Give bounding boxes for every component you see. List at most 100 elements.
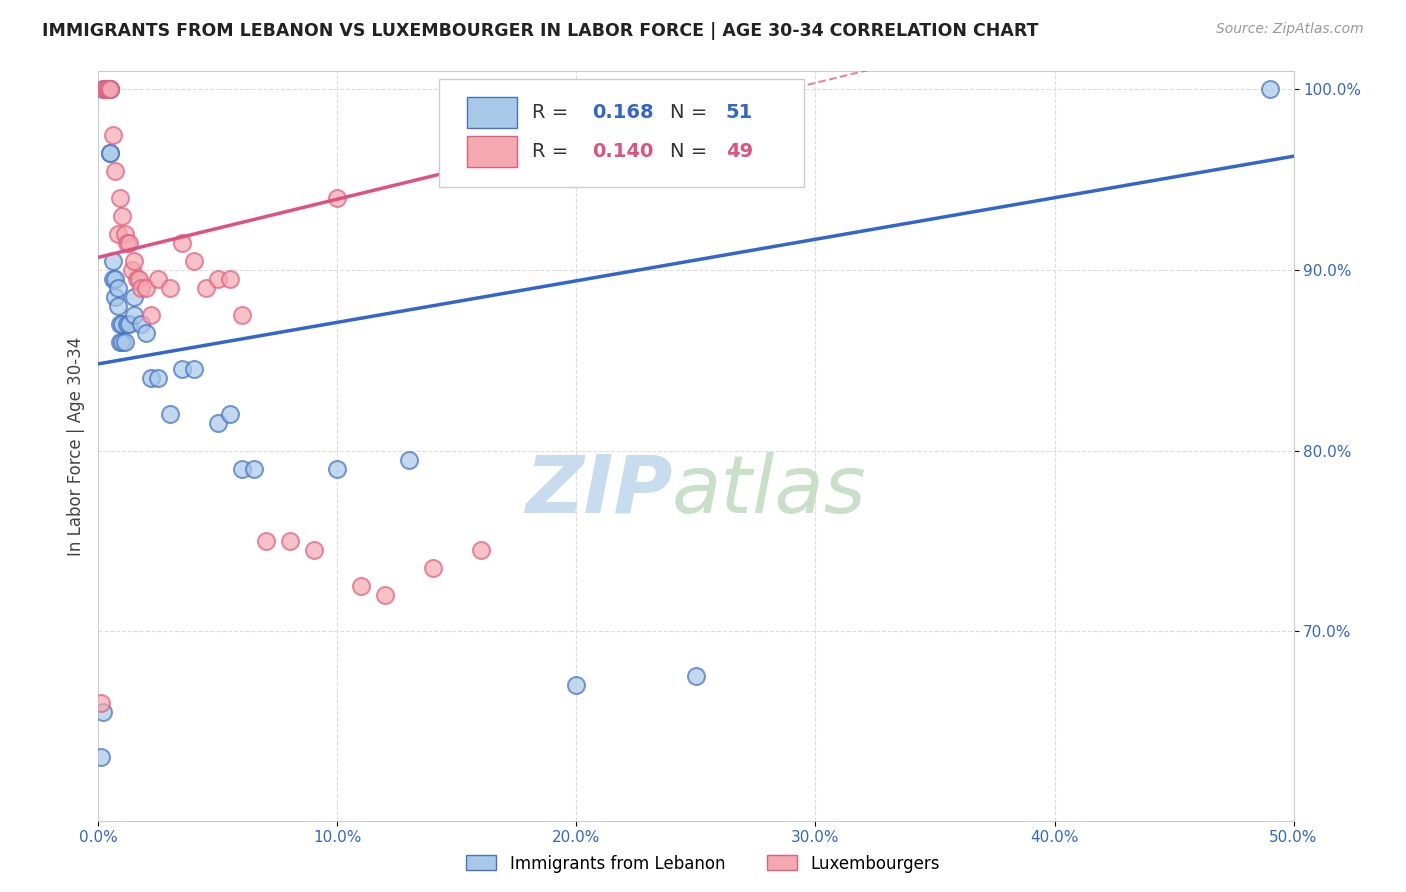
Point <box>124 254 146 268</box>
Point <box>111 335 134 350</box>
Point <box>139 371 162 385</box>
Point <box>91 82 114 96</box>
Point <box>94 82 117 96</box>
Point <box>94 82 117 96</box>
Point <box>114 227 136 241</box>
Point <box>94 82 117 96</box>
Point <box>302 542 325 557</box>
Point <box>107 299 129 313</box>
Point <box>135 326 157 340</box>
Point <box>91 706 114 720</box>
Point <box>139 308 162 322</box>
Point <box>278 533 301 548</box>
Point <box>183 362 205 376</box>
Point <box>195 281 218 295</box>
Point <box>104 163 127 178</box>
Point <box>398 452 420 467</box>
Point <box>350 579 373 593</box>
Point <box>128 272 150 286</box>
Point <box>108 191 131 205</box>
Point <box>101 272 124 286</box>
FancyBboxPatch shape <box>467 97 517 128</box>
Point <box>108 335 131 350</box>
Point <box>118 235 141 250</box>
Point <box>98 82 122 96</box>
Point <box>97 82 120 96</box>
Point <box>207 272 229 286</box>
Text: IMMIGRANTS FROM LEBANON VS LUXEMBOURGER IN LABOR FORCE | AGE 30-34 CORRELATION C: IMMIGRANTS FROM LEBANON VS LUXEMBOURGER … <box>42 22 1039 40</box>
Point <box>1258 82 1281 96</box>
Text: ZIP: ZIP <box>524 452 672 530</box>
Point <box>135 281 157 295</box>
Point <box>121 263 143 277</box>
Point <box>124 308 146 322</box>
Point <box>243 461 266 475</box>
Point <box>172 362 194 376</box>
Point <box>115 317 138 331</box>
Text: N =: N = <box>669 142 713 161</box>
Point <box>148 371 170 385</box>
Text: 0.140: 0.140 <box>592 142 654 161</box>
Point <box>159 281 181 295</box>
Text: 0.168: 0.168 <box>592 103 654 122</box>
Point <box>90 696 112 710</box>
Point <box>98 82 122 96</box>
Text: 51: 51 <box>725 103 754 122</box>
Point <box>98 145 122 160</box>
Point <box>111 209 134 223</box>
Point <box>118 317 141 331</box>
Point <box>94 82 117 96</box>
Text: R =: R = <box>533 142 575 161</box>
Point <box>231 308 253 322</box>
Point <box>90 750 112 764</box>
Point <box>422 561 444 575</box>
Point <box>254 533 277 548</box>
Point <box>326 191 349 205</box>
Point <box>470 542 492 557</box>
Point <box>104 272 127 286</box>
Legend: Immigrants from Lebanon, Luxembourgers: Immigrants from Lebanon, Luxembourgers <box>460 848 946 880</box>
Point <box>97 82 120 96</box>
Point <box>565 678 588 692</box>
Point <box>107 227 129 241</box>
Point <box>207 417 229 431</box>
Point <box>124 290 146 304</box>
Point <box>91 82 114 96</box>
Point <box>326 461 349 475</box>
Point <box>219 272 242 286</box>
Point <box>685 669 707 683</box>
Text: Source: ZipAtlas.com: Source: ZipAtlas.com <box>1216 22 1364 37</box>
Point <box>97 82 120 96</box>
Point <box>114 335 136 350</box>
Text: N =: N = <box>669 103 713 122</box>
Point <box>97 82 120 96</box>
Point <box>108 317 131 331</box>
Point <box>131 317 153 331</box>
Point <box>104 290 127 304</box>
Point <box>94 82 117 96</box>
Point <box>131 281 153 295</box>
Point <box>98 145 122 160</box>
Point <box>219 408 242 422</box>
Point <box>148 272 170 286</box>
FancyBboxPatch shape <box>467 136 517 168</box>
Text: R =: R = <box>533 103 575 122</box>
Point <box>97 82 120 96</box>
FancyBboxPatch shape <box>439 78 804 187</box>
Point <box>107 281 129 295</box>
Point <box>125 272 148 286</box>
Point <box>159 408 181 422</box>
Point <box>98 82 122 96</box>
Point <box>231 461 253 475</box>
Point <box>98 82 122 96</box>
Y-axis label: In Labor Force | Age 30-34: In Labor Force | Age 30-34 <box>66 336 84 556</box>
Text: 49: 49 <box>725 142 754 161</box>
Text: atlas: atlas <box>672 452 868 530</box>
Point <box>374 588 396 602</box>
Point <box>172 235 194 250</box>
Point <box>115 235 138 250</box>
Point <box>183 254 205 268</box>
Point <box>101 128 124 142</box>
Point <box>111 317 134 331</box>
Point <box>101 254 124 268</box>
